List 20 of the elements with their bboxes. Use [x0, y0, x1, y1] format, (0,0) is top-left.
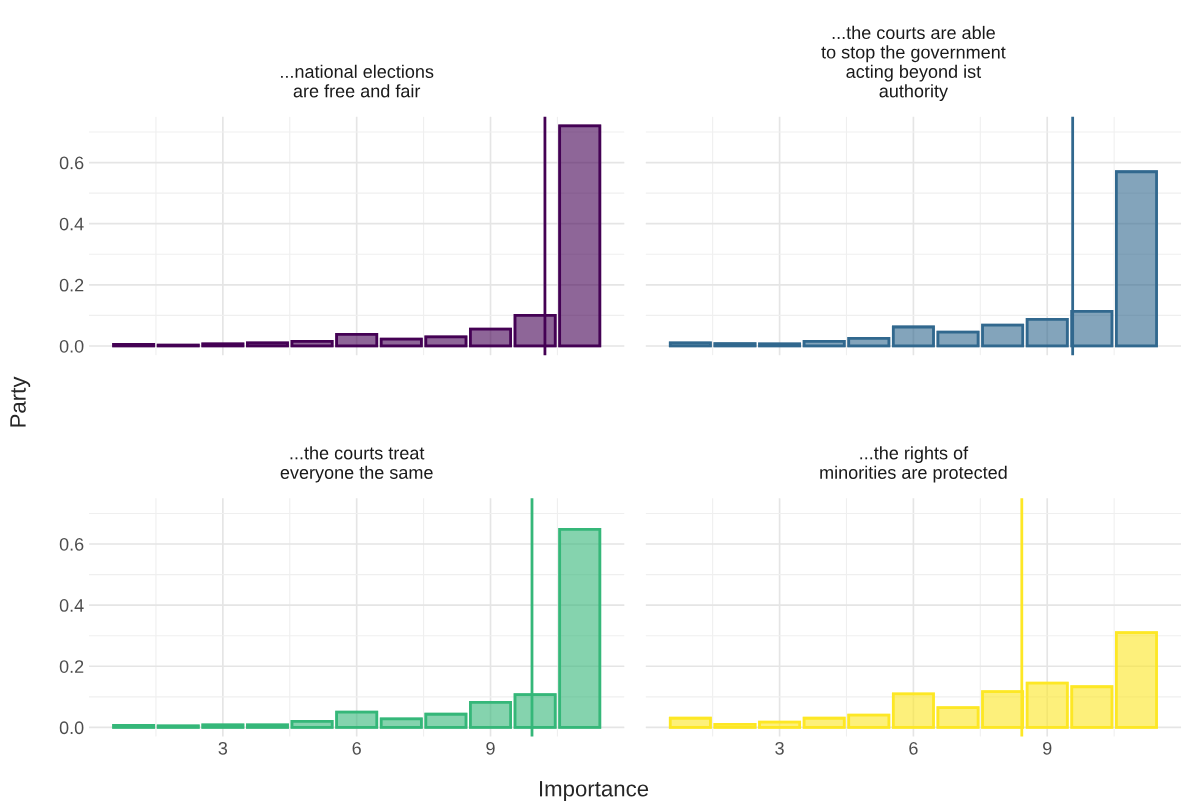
chart-title: ...the rights of minorities are protected — [820, 446, 1007, 483]
y-axis-title: Party — [10, 376, 31, 427]
y-tick-label: 0.6 — [59, 537, 84, 551]
chart-title: ...the courts are able to stop the government acting beyond ist authority — [821, 25, 1006, 102]
y-tick-label: 0.2 — [59, 278, 84, 292]
chart-title: ...national elections are free and fair — [281, 64, 434, 98]
chart-title: ...the courts treat everyone the same — [280, 446, 433, 483]
y-tick-label: 0.4 — [59, 217, 84, 231]
x-tick-label: 3 — [775, 741, 784, 755]
y-tick-label: 0.4 — [59, 599, 84, 612]
y-tick-label: 0.0 — [59, 721, 84, 735]
y-tick-label: 0.0 — [59, 339, 84, 353]
x-tick-label: 9 — [1043, 741, 1052, 755]
x-tick-label: 6 — [352, 741, 361, 755]
x-tick-label: 3 — [218, 741, 228, 755]
y-tick-label: 0.6 — [59, 156, 84, 170]
x-axis-title: Importance — [539, 781, 649, 801]
y-tick-label: 0.2 — [59, 660, 84, 673]
x-tick-label: 9 — [486, 741, 495, 755]
x-tick-label: 6 — [909, 741, 918, 755]
